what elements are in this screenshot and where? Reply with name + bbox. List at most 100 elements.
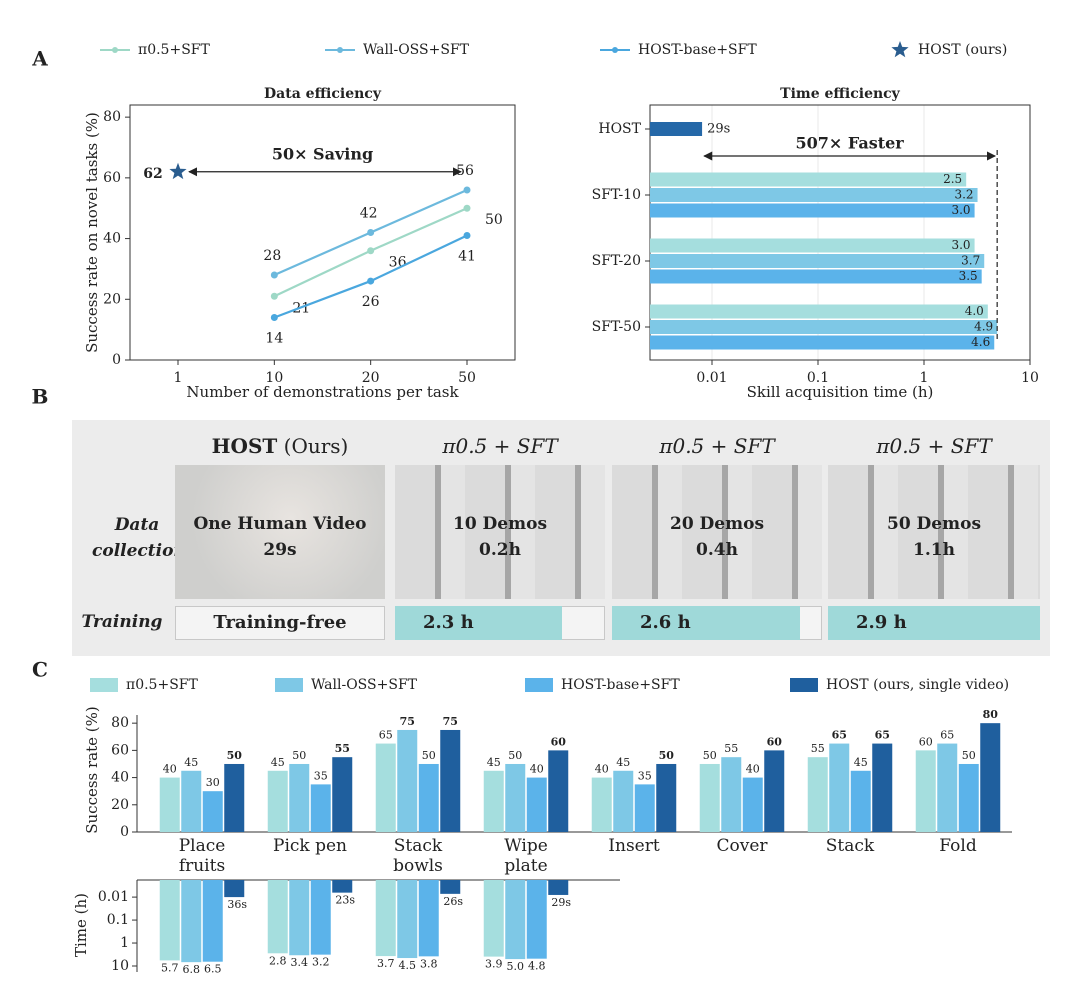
y-tick-label: 10 [111, 958, 129, 974]
plot-frame [129, 104, 516, 361]
legend-swatch [790, 678, 818, 692]
data-label: 65 [940, 729, 954, 742]
bar [418, 763, 439, 832]
data-label: 6.5 [204, 963, 222, 976]
x-tick-label: Stack [825, 836, 875, 856]
y-tick-label: 0 [120, 824, 129, 840]
y-tick-label: SFT-50 [592, 319, 641, 335]
point-marker [463, 204, 471, 212]
image-placeholder [395, 465, 605, 599]
training-label: Training-free [213, 612, 347, 633]
data-label: 50 [962, 749, 976, 762]
data-label: 50 [292, 749, 306, 762]
x-tick-label: Pick pen [273, 836, 347, 856]
bar [289, 763, 310, 832]
x-tick-label: 0.01 [696, 370, 727, 386]
data-label: 35 [638, 769, 652, 782]
data-label: 50 [659, 749, 675, 762]
point-marker [367, 277, 375, 285]
plot-frame [649, 104, 1031, 361]
cell-text: 0.4h [696, 540, 738, 560]
bar [829, 743, 850, 832]
header-title: π0.5 + SFT [659, 434, 775, 458]
data-label: 3.7 [961, 254, 980, 268]
training-bar [828, 606, 1040, 640]
cell-text: 0.2h [479, 540, 521, 560]
x-tick-label: 1 [174, 370, 183, 386]
y-axis-label: Success rate (%) [83, 706, 101, 834]
data-label: 55 [811, 742, 825, 755]
bar [332, 757, 353, 832]
data-label: 3.0 [951, 238, 970, 252]
data-label: 42 [360, 206, 378, 222]
data-label: 50 [227, 749, 243, 762]
bar [159, 777, 180, 832]
y-tick-label: 60 [111, 742, 129, 758]
data-label: 45 [487, 756, 501, 769]
y-axis-label: Time (h) [72, 893, 90, 957]
data-label: 4.0 [965, 304, 984, 318]
data-label: 40 [746, 763, 760, 776]
point-marker [270, 314, 278, 321]
data-label: 45 [271, 756, 285, 769]
data-label: 40 [530, 763, 544, 776]
x-tick-label: 10 [265, 370, 283, 386]
y-tick-label: 20 [111, 797, 129, 813]
bar [613, 770, 634, 832]
training-bar [612, 606, 801, 640]
header-title: π0.5 + SFT [876, 434, 992, 458]
bar [850, 770, 871, 832]
star-marker [169, 162, 187, 180]
bar [375, 880, 396, 957]
data-label: 5.0 [507, 960, 525, 973]
y-tick-label: 0.01 [98, 889, 129, 905]
legend-label: Wall-OSS+SFT [363, 42, 470, 58]
y-axis-label: Success rate on novel tasks (%) [83, 112, 101, 353]
legend-swatch [90, 678, 118, 692]
data-label: 3.2 [312, 956, 330, 969]
legend-marker [891, 41, 909, 58]
x-tick-label: 1 [920, 370, 929, 386]
bar [202, 880, 223, 962]
data-label: 36s [227, 898, 247, 911]
bar [650, 269, 982, 284]
legend-marker [612, 47, 618, 53]
bar [650, 122, 703, 136]
y-tick-label: SFT-10 [592, 187, 641, 203]
bar [267, 880, 288, 954]
y-tick-label: 80 [111, 715, 129, 731]
bar [591, 777, 612, 832]
bar [505, 880, 526, 960]
x-axis-label: Skill acquisition time (h) [747, 383, 934, 401]
x-tick-label: Stack bowls [393, 836, 443, 876]
bar [915, 750, 936, 832]
data-label: 14 [265, 331, 283, 347]
bar [656, 763, 677, 832]
y-tick-label: 40 [103, 231, 121, 247]
data-label: 50 [485, 212, 503, 228]
bar [526, 880, 547, 959]
point-marker [367, 247, 375, 255]
data-label: 60 [919, 735, 933, 748]
x-tick-label: Place fruits [178, 836, 226, 876]
bar [440, 729, 461, 832]
data-label: 45 [616, 756, 630, 769]
data-label: 4.5 [399, 959, 417, 972]
legend-label: Wall-OSS+SFT [311, 677, 418, 693]
header-title: π0.5 + SFT [442, 434, 558, 458]
data-label: 40 [163, 763, 177, 776]
data-label: 75 [443, 715, 458, 728]
data-label: 23s [335, 894, 355, 907]
bar [267, 770, 288, 832]
y-tick-label: 1 [120, 935, 129, 951]
bar [650, 304, 988, 319]
data-label: 26 [362, 294, 380, 310]
image-placeholder [612, 465, 822, 599]
bar [159, 880, 180, 961]
point-marker [270, 271, 278, 279]
bar [505, 763, 526, 832]
y-tick-label: 60 [103, 170, 121, 186]
bar [650, 238, 975, 253]
data-label: 3.7 [377, 957, 395, 970]
